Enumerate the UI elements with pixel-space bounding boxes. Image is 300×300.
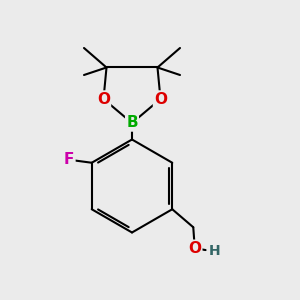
Text: H: H	[209, 244, 221, 258]
Text: B: B	[126, 116, 138, 130]
Text: O: O	[97, 92, 110, 106]
Text: O: O	[188, 241, 201, 256]
Text: F: F	[64, 152, 74, 167]
Text: O: O	[154, 92, 167, 106]
